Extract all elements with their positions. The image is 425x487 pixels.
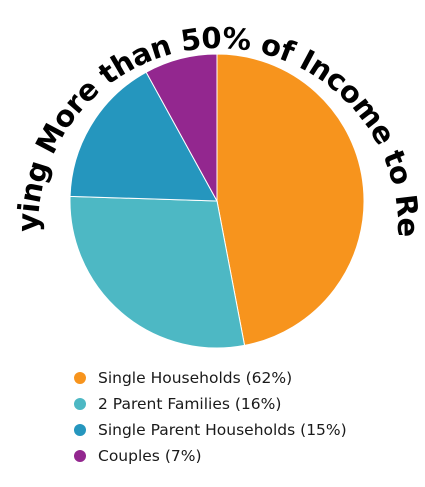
legend-marker xyxy=(74,398,86,410)
pie-slice xyxy=(145,53,218,202)
legend-label: 2 Parent Families (16%) xyxy=(98,395,281,413)
legend-marker xyxy=(74,424,86,436)
legend-label: Couples (7%) xyxy=(98,447,202,465)
legend-label: Single Parent Households (15%) xyxy=(98,421,347,439)
pie-slices xyxy=(69,53,365,349)
legend-marker xyxy=(74,450,86,462)
legend: Single Households (62%) 2 Parent Families… xyxy=(74,369,347,465)
pie-slice xyxy=(69,71,218,202)
legend-marker xyxy=(74,372,86,384)
pie-slice xyxy=(216,53,365,346)
legend-label: Single Households (62%) xyxy=(98,369,292,387)
pie-slice xyxy=(69,195,246,349)
